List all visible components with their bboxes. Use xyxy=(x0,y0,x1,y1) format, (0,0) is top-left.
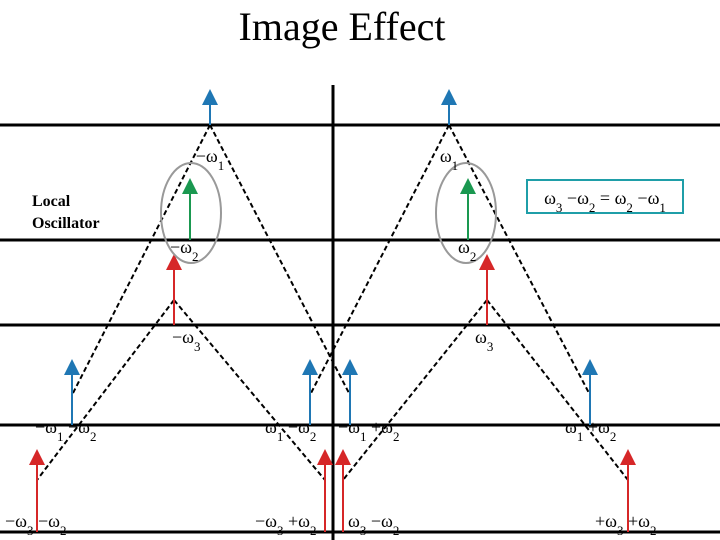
highlight-ellipse xyxy=(160,162,222,264)
frequency-label: −ω1 +ω2 xyxy=(338,417,400,444)
frequency-label: ω3 xyxy=(475,327,493,354)
frequency-label: ω1 +ω2 xyxy=(565,417,616,444)
frequency-label: −ω2 xyxy=(170,237,199,264)
frequency-label: −ω3 −ω2 xyxy=(5,511,67,538)
frequency-label: ω3 −ω2 xyxy=(348,511,399,538)
frequency-label: −ω1 xyxy=(196,146,225,173)
frequency-label: −ω1 −ω2 xyxy=(35,417,97,444)
local-oscillator: Local xyxy=(32,193,71,210)
frequency-label: ω1 −ω2 xyxy=(265,417,316,444)
arrows xyxy=(29,89,636,532)
local-oscillator: Oscillator xyxy=(32,215,100,232)
dashed-lines xyxy=(36,124,629,481)
axes xyxy=(0,85,720,540)
equation: ω3 −ω2 = ω2 −ω1 xyxy=(544,188,666,215)
labels: −ω1 ω1 −ω2 ω2 −ω3 ω3 −ω1 −ω2 ω1 −ω2 −ω1 +ω2 ω1 +ω… xyxy=(5,146,657,538)
highlight-ellipse xyxy=(435,162,497,264)
frequency-label: +ω3 +ω2 xyxy=(595,511,657,538)
frequency-label: ω1 xyxy=(440,146,458,173)
frequency-label: −ω3 +ω2 xyxy=(255,511,317,538)
title: Image Effect xyxy=(239,4,446,49)
frequency-label: −ω3 xyxy=(172,327,201,354)
frequency-label: ω2 xyxy=(458,237,476,264)
equation-box xyxy=(526,179,684,214)
